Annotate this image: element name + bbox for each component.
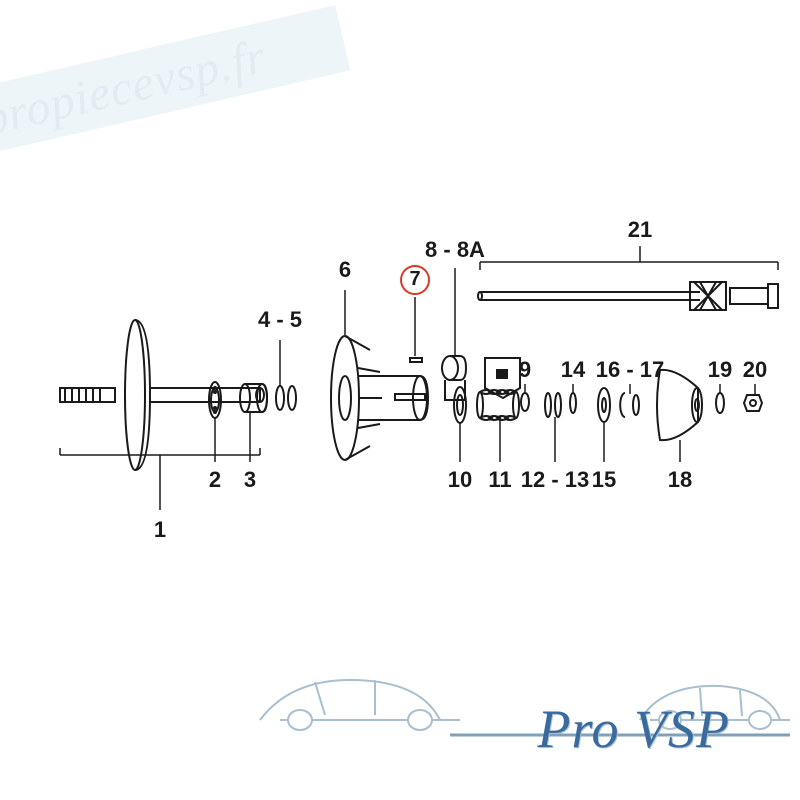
label-15: 15: [592, 467, 616, 493]
part-7: [410, 358, 422, 362]
label-20: 20: [743, 357, 767, 383]
label-11: 11: [488, 467, 511, 493]
part-10: [454, 387, 466, 423]
label-12-13: 12 - 13: [521, 467, 590, 493]
label-8-8a: 8 - 8A: [425, 237, 485, 263]
part-21: [478, 282, 778, 310]
part-6: [331, 336, 428, 460]
label-2: 2: [209, 467, 221, 493]
part-19: [716, 393, 724, 413]
label-14: 14: [561, 357, 585, 383]
label-6: 6: [339, 257, 351, 283]
part-1: [60, 320, 264, 470]
part-13: [555, 393, 561, 417]
part-15: [598, 388, 610, 422]
part-4-5: [276, 386, 296, 410]
label-1: 1: [154, 517, 166, 543]
label-7-highlighted: 7: [400, 265, 430, 295]
brand-logo-text: Pro VSP: [538, 698, 730, 760]
part-9: [521, 393, 529, 411]
exploded-view-svg: [0, 0, 800, 800]
part-20: [744, 395, 762, 411]
diagram-canvas: propiecevsp.fr: [0, 0, 800, 800]
label-21: 21: [628, 217, 652, 243]
part-16-17: [620, 393, 639, 417]
part-14: [570, 393, 576, 413]
label-10: 10: [448, 467, 472, 493]
part-12: [545, 393, 551, 417]
part-2: [209, 382, 221, 418]
part-8: [442, 356, 466, 400]
label-3: 3: [244, 467, 256, 493]
label-16-17: 16 - 17: [596, 357, 665, 383]
label-4-5: 4 - 5: [258, 307, 302, 333]
label-19: 19: [708, 357, 732, 383]
label-9: 9: [519, 357, 531, 383]
label-18: 18: [668, 467, 692, 493]
